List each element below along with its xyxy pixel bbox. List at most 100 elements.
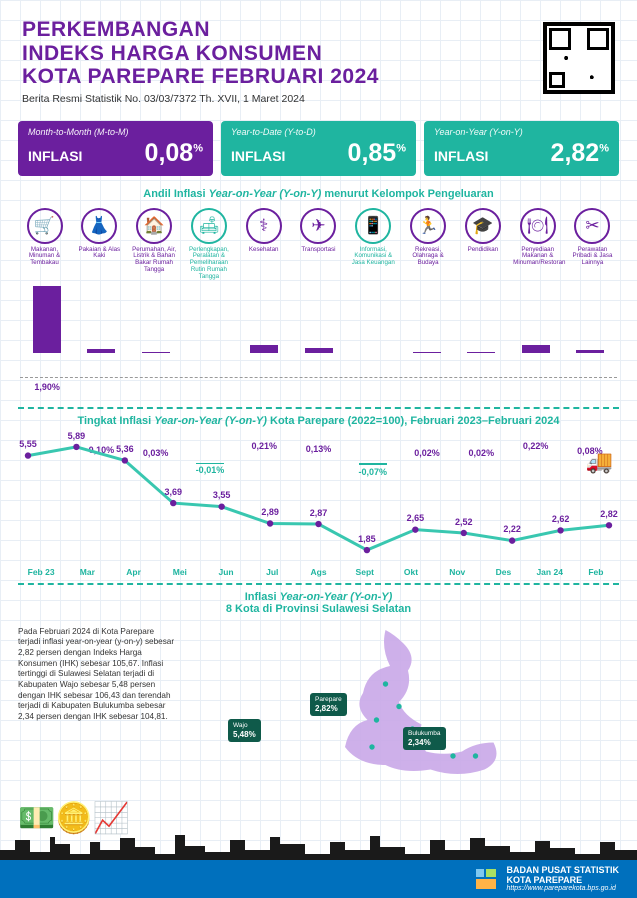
map-section: Pada Februari 2024 di Kota Parepare terj…	[0, 615, 637, 801]
category-6: 📱Informasi, Komunikasi & Jasa Keuangan	[349, 208, 398, 281]
title-line-3: KOTA PAREPARE FEBRUARI 2024	[22, 65, 379, 88]
category-icon: ✈	[300, 208, 336, 244]
andil-title-pre: Andil Inflasi	[143, 188, 208, 200]
line-point-label-10: 2,22	[503, 524, 521, 534]
metric-value: 2,82%	[551, 139, 609, 168]
category-icon: 🏃	[410, 208, 446, 244]
bar-rect	[250, 345, 278, 352]
line-title-it: Year-on-Year (Y-on-Y)	[154, 415, 267, 427]
line-title-pre: Tingkat Inflasi	[77, 415, 154, 427]
bps-logo-icon	[473, 866, 499, 892]
bar-rect	[413, 352, 441, 353]
category-9: 🍽 Penyediaan Makanan & Minuman/Restoran	[513, 208, 562, 281]
map-pin-parepare: Parepare2,82%	[310, 693, 347, 716]
category-10: ✂Perawatan Pribadi & Jasa Lainnya	[568, 208, 617, 281]
bar-rect	[467, 352, 495, 353]
qr-code	[543, 22, 615, 94]
category-icon: 👗	[81, 208, 117, 244]
category-1: 👗 Pakaian & Alas Kaki	[75, 208, 124, 281]
line-point-label-12: 2,82	[600, 509, 618, 519]
category-5: ✈ Transportasi	[294, 208, 343, 281]
metric-period: Month-to-Month (M-to-M)	[28, 127, 203, 137]
bar-rect	[87, 349, 115, 353]
category-8: 🎓 Pendidikan	[458, 208, 507, 281]
category-label: Rekreasi, Olahraga & Budaya	[404, 247, 453, 267]
footer-text: BADAN PUSAT STATISTIK KOTA PAREPARE http…	[507, 866, 620, 893]
subtitle: Berita Resmi Statistik No. 03/03/7372 Th…	[22, 93, 615, 105]
category-label: Pendidikan	[458, 247, 507, 254]
andil-barchart: 1,90%0,10%0,03%-0,01%0,21%0,13%-0,07%0,0…	[20, 291, 617, 401]
map-title-it: Year-on-Year (Y-on-Y)	[280, 591, 393, 603]
line-point-label-9: 2,52	[455, 517, 473, 527]
title-line-2: INDEKS HARGA KONSUMEN	[22, 42, 322, 65]
category-label: Transportasi	[294, 247, 343, 254]
metric-card-1: Year-to-Date (Y-to-D) INFLASI 0,85%	[221, 121, 416, 176]
category-label: Perlengkapan, Peralatan & Pemeliharaan R…	[184, 247, 233, 281]
map-title-pre: Inflasi	[245, 591, 280, 603]
map-wrap: Wajo5,48% Parepare2,82% Bulukumba2,34%	[188, 621, 619, 801]
map-title-l2: 8 Kota di Provinsi Sulawesi Selatan	[226, 603, 411, 615]
category-4: ⚕ Kesehatan	[239, 208, 288, 281]
footer-org-2: KOTA PAREPARE	[507, 876, 620, 886]
sulawesi-map	[188, 621, 619, 801]
divider-2	[18, 583, 619, 585]
title-line-1: PERKEMBANGAN	[22, 18, 210, 41]
metric-name: INFLASI	[28, 148, 82, 164]
line-point-label-2: 5,36	[116, 444, 134, 454]
line-point-label-0: 5,55	[19, 439, 37, 449]
baseline	[20, 377, 617, 378]
pin-name: Bulukumba	[408, 730, 441, 737]
metric-card-2: Year-on-Year (Y-on-Y) INFLASI 2,82%	[424, 121, 619, 176]
category-label: Pakaian & Alas Kaki	[75, 247, 124, 261]
andil-title-it: Year-on-Year (Y-on-Y)	[209, 188, 322, 200]
line-point-label-4: 3,55	[213, 490, 231, 500]
category-label: Kesehatan	[239, 247, 288, 254]
metric-value: 0,85%	[348, 139, 406, 168]
category-icon: ⚕	[246, 208, 282, 244]
bar-rect	[576, 350, 604, 353]
category-2: 🏠Perumahan, Air, Listrik & Bahan Bakar R…	[130, 208, 179, 281]
metric-value: 0,08%	[145, 139, 203, 168]
category-7: 🏃 Rekreasi, Olahraga & Budaya	[404, 208, 453, 281]
pin-value: 2,34%	[408, 738, 431, 747]
line-chart: 🚚 5,555,895,363,693,552,892,871,852,652,…	[18, 433, 619, 573]
bar-rect	[33, 286, 61, 353]
category-icon: 🎓	[465, 208, 501, 244]
map-pin-wajo: Wajo5,48%	[228, 719, 261, 742]
line-point-label-3: 3,69	[164, 487, 182, 497]
category-3: 🛋Perlengkapan, Peralatan & Pemeliharaan …	[184, 208, 233, 281]
header: PERKEMBANGAN INDEKS HARGA KONSUMEN KOTA …	[0, 0, 637, 111]
line-point-label-11: 2,62	[552, 514, 570, 524]
footer-url: https://www.pareparekota.bps.go.id	[507, 885, 620, 892]
line-point-label-7: 1,85	[358, 534, 376, 544]
map-pin-bulukumba: Bulukumba2,34%	[403, 727, 446, 750]
metric-card-0: Month-to-Month (M-to-M) INFLASI 0,08%	[18, 121, 213, 176]
bar-rect	[142, 352, 170, 353]
map-title: Inflasi Year-on-Year (Y-on-Y) 8 Kota di …	[0, 591, 637, 615]
category-label: Makanan, Minuman & Tembakau	[20, 247, 69, 267]
line-svg	[18, 433, 619, 573]
category-icon: 🍽	[520, 208, 556, 244]
divider-1	[18, 407, 619, 409]
metric-name: INFLASI	[434, 148, 488, 164]
metric-period: Year-to-Date (Y-to-D)	[231, 127, 406, 137]
category-label: Perawatan Pribadi & Jasa Lainnya	[568, 247, 617, 267]
bar-rect	[305, 348, 333, 353]
line-title: Tingkat Inflasi Year-on-Year (Y-on-Y) Ko…	[0, 415, 637, 427]
category-label: Informasi, Komunikasi & Jasa Keuangan	[349, 247, 398, 267]
category-icon: 🛋	[191, 208, 227, 244]
pin-value: 2,82%	[315, 704, 338, 713]
page-title: PERKEMBANGAN INDEKS HARGA KONSUMEN KOTA …	[22, 18, 615, 89]
category-icon: 🏠	[136, 208, 172, 244]
line-title-post: Kota Parepare (2022=100), Februari 2023–…	[267, 415, 560, 427]
category-label: Penyediaan Makanan & Minuman/Restoran	[513, 247, 562, 267]
line-point-label-1: 5,89	[68, 431, 86, 441]
pin-name: Parepare	[315, 696, 342, 703]
bar-rect	[522, 345, 550, 353]
andil-title: Andil Inflasi Year-on-Year (Y-on-Y) menu…	[0, 188, 637, 200]
footer: BADAN PUSAT STATISTIK KOTA PAREPARE http…	[0, 860, 637, 898]
metric-period: Year-on-Year (Y-on-Y)	[434, 127, 609, 137]
metric-name: INFLASI	[231, 148, 285, 164]
category-icons: 🛒 Makanan, Minuman & Tembakau 👗 Pakaian & A…	[0, 206, 637, 281]
category-icon: 🛒	[27, 208, 63, 244]
